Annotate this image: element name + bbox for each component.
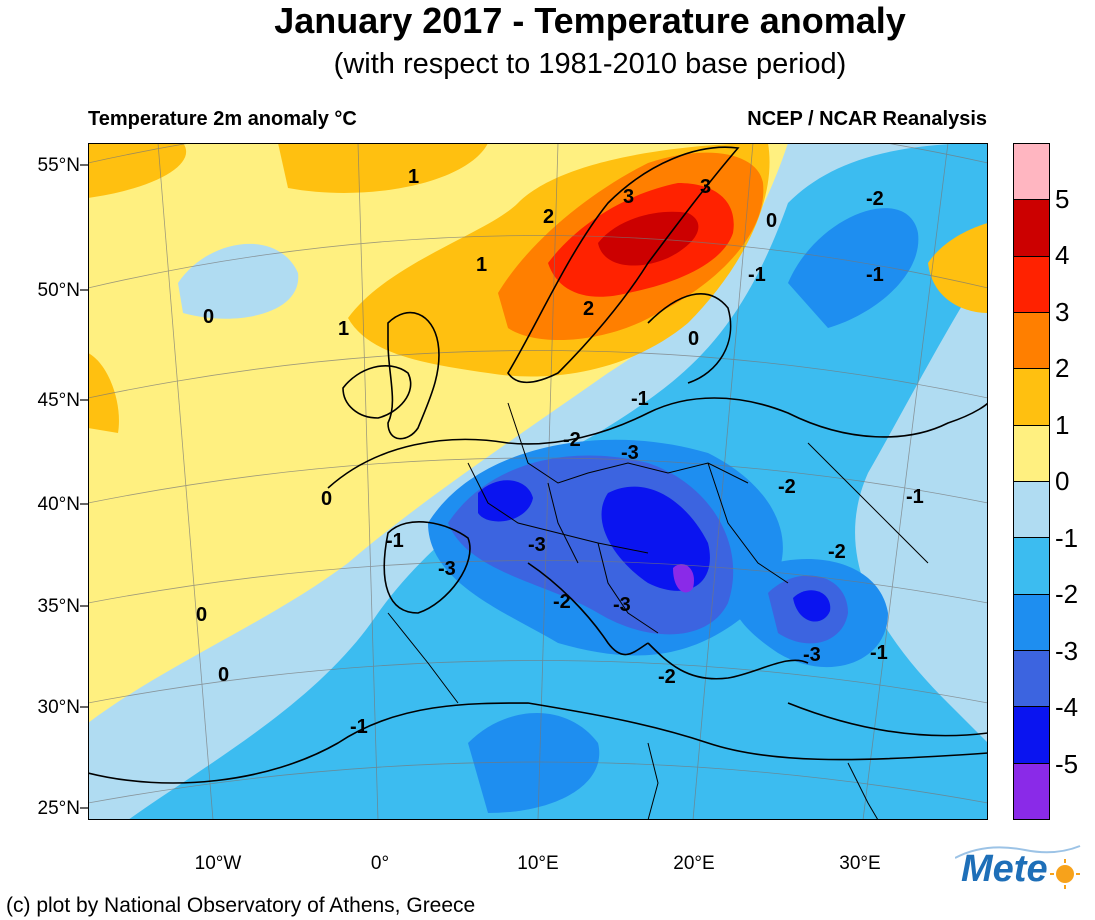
sun-icon	[1056, 865, 1074, 883]
contour-label: -3	[803, 644, 821, 666]
colorbar-label: -3	[1055, 636, 1079, 666]
colorbar-swatch	[1014, 369, 1049, 426]
colorbar-label: -2	[1055, 579, 1079, 609]
map-frame	[88, 143, 988, 820]
contour-label: -2	[828, 541, 846, 563]
contour-label: 0	[688, 328, 699, 350]
coastlines	[88, 146, 988, 784]
contour-labels: 1 1 1 2 2 3 3 0 0 0 0 0 0 -1 -1 -1 -1 -1…	[196, 166, 924, 738]
colorbar-label: 5	[1055, 184, 1070, 214]
colorbar-swatch	[1014, 594, 1049, 651]
contour-label: -1	[906, 486, 924, 508]
variable-label: Temperature 2m anomaly °C	[88, 108, 357, 130]
contour-label: -1	[866, 264, 884, 286]
footer-credit: (c) plot by National Observatory of Athe…	[6, 894, 476, 917]
colorbar-label: 3	[1055, 297, 1070, 327]
contour-label: 0	[766, 210, 777, 232]
colorbar-label: 0	[1055, 466, 1070, 496]
colorbar-swatch	[1014, 707, 1049, 764]
lon-label-0: 0°	[370, 853, 390, 874]
colorbar	[1013, 143, 1050, 820]
contour-label: 3	[700, 176, 711, 198]
borders	[387, 402, 929, 820]
contour-label: -2	[658, 666, 676, 688]
map-graticule	[88, 143, 988, 820]
lat-label-30n: 30°N	[37, 697, 80, 718]
contour-label: -2	[866, 188, 884, 210]
contour-label: -2	[778, 476, 796, 498]
source-label: NCEP / NCAR Reanalysis	[747, 108, 987, 130]
contour-label: -1	[350, 716, 368, 738]
zone-one-to-two-north	[88, 143, 187, 198]
contour-label: 1	[408, 166, 419, 188]
contour-label: -2	[563, 429, 581, 451]
zone-one-to-two-east	[928, 223, 988, 313]
lat-label-25n: 25°N	[37, 798, 80, 819]
contour-label: -3	[613, 594, 631, 616]
contour-label: -3	[621, 442, 639, 464]
colorbar-swatch	[1014, 425, 1049, 482]
colorbar-label: -4	[1055, 692, 1079, 722]
colorbar-swatch	[1014, 538, 1049, 595]
contour-label: -1	[748, 264, 766, 286]
contour-label: -1	[870, 642, 888, 664]
zone-below-minus-five	[673, 564, 694, 593]
logo-text: Mete	[961, 848, 1048, 890]
zone-minus-three-south	[468, 713, 600, 813]
contour-label: 2	[543, 206, 554, 228]
lat-label-50n: 50°N	[37, 280, 80, 301]
contour-label: -2	[553, 591, 571, 613]
colorbar-label: 1	[1055, 410, 1070, 440]
anomaly-map: 1 1 1 2 2 3 3 0 0 0 0 0 0 -1 -1 -1 -1 -1…	[88, 143, 988, 820]
contour-label: -1	[386, 530, 404, 552]
lat-label-35n: 35°N	[37, 596, 80, 617]
colorbar-label: 2	[1055, 353, 1070, 383]
colorbar-swatch	[1014, 312, 1049, 370]
contour-label: 0	[203, 306, 214, 328]
map-subtitle: (with respect to 1981-2010 base period)	[333, 48, 847, 80]
lon-label-20e: 20°E	[673, 853, 715, 874]
colorbar-swatch	[1014, 481, 1049, 539]
contour-label: -1	[631, 388, 649, 410]
lat-label-55n: 55°N	[37, 155, 80, 176]
colorbar-swatch	[1014, 200, 1049, 257]
contour-label: 1	[338, 318, 349, 340]
zone-minus-three-north	[788, 208, 919, 328]
contour-label: 3	[623, 186, 634, 208]
zone-minus-one-atlantic	[178, 243, 299, 319]
colorbar-swatch	[1014, 763, 1049, 819]
colorbar-label: -5	[1055, 749, 1079, 779]
contour-label: -3	[438, 558, 456, 580]
contour-label: 2	[583, 298, 594, 320]
zone-one-to-two-west	[88, 353, 119, 433]
colorbar-swatch	[1014, 650, 1049, 708]
zone-one-to-two-northcentral	[278, 143, 488, 193]
contour-label: 0	[321, 488, 332, 510]
meteo-logo: Mete	[955, 840, 1085, 900]
lat-label-45n: 45°N	[37, 390, 80, 411]
colorbar-swatch	[1014, 256, 1049, 313]
contour-label: 0	[196, 604, 207, 626]
contour-label: 1	[476, 254, 487, 276]
contour-label: 0	[218, 664, 229, 686]
lon-label-10w: 10°W	[194, 853, 242, 874]
lat-label-40n: 40°N	[37, 494, 80, 515]
colorbar-label: -1	[1055, 523, 1079, 553]
contour-label: -3	[528, 534, 546, 556]
lon-label-30e: 30°E	[839, 853, 881, 874]
logo-wave-icon	[955, 845, 1081, 889]
lon-label-10e: 10°E	[517, 853, 559, 874]
zone-minus-five-east	[793, 590, 831, 622]
colorbar-label: 4	[1055, 240, 1070, 270]
colorbar-swatch	[1014, 144, 1049, 201]
axis-ticks	[80, 164, 88, 809]
map-title: January 2017 - Temperature anomaly	[274, 0, 906, 41]
